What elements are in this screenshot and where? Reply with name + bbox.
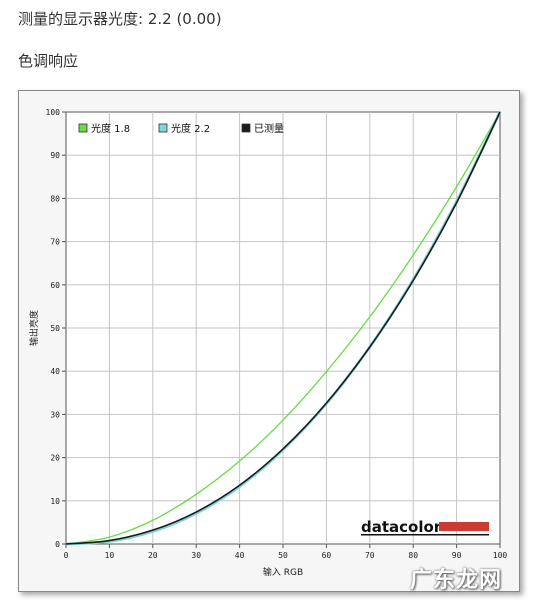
tone-response-chart: 0 10 20 30 40 50 60 70 80 90 100 0 10 20 30 40 50 60 70 80 9… (28, 108, 508, 578)
y-tick-label: 100 (46, 108, 61, 117)
section-title: 色调响应 (18, 52, 79, 70)
y-tick-label: 90 (50, 151, 60, 160)
brand-text: datacolor (361, 518, 442, 536)
y-tick-label: 80 (50, 194, 60, 203)
x-axis-title: 输入 RGB (263, 566, 303, 578)
measured-gamma-label: 测量的显示器光度: 2.2 (0.00) (18, 10, 222, 28)
series-line (65, 111, 501, 545)
y-tick-label: 0 (55, 540, 60, 549)
y-axis-title: 输出亮度 (28, 310, 40, 346)
x-tick-label: 50 (278, 551, 288, 560)
legend-label: 光度 1.8 (91, 122, 130, 135)
legend-label: 已测量 (254, 122, 284, 135)
x-tick-label: 80 (408, 551, 418, 560)
y-tick-label: 30 (50, 410, 60, 419)
legend: 光度 1.8 光度 2.2 已测量 (78, 122, 284, 135)
legend-swatch (78, 123, 88, 133)
x-tick-label: 30 (191, 551, 201, 560)
x-tick-label: 100 (493, 551, 508, 560)
series-lines (65, 111, 502, 546)
chart-frame: 0 10 20 30 40 50 60 70 80 90 100 0 10 20 30 40 50 60 70 80 9… (18, 90, 520, 592)
legend-swatch (241, 123, 251, 133)
y-tick-label: 10 (50, 497, 60, 506)
x-tick-label: 70 (365, 551, 375, 560)
brand-bar (439, 522, 489, 531)
x-tick-label: 40 (235, 551, 245, 560)
tick-labels: 0 10 20 30 40 50 60 70 80 90 100 0 10 20 30 40 50 60 70 80 9… (46, 108, 508, 560)
y-tick-label: 40 (50, 367, 60, 376)
y-tick-label: 20 (50, 454, 60, 463)
brand-underline (361, 534, 489, 536)
legend-swatch (158, 123, 168, 133)
x-tick-label: 90 (452, 551, 462, 560)
x-tick-label: 60 (322, 551, 332, 560)
grid-lines (66, 112, 500, 544)
watermark: 广东龙网 (410, 568, 503, 593)
x-tick-label: 20 (148, 551, 158, 560)
datacolor-logo: datacolor (361, 518, 489, 536)
y-tick-label: 60 (50, 281, 60, 290)
y-tick-label: 70 (50, 238, 60, 247)
legend-label: 光度 2.2 (171, 122, 210, 135)
y-tick-label: 50 (50, 324, 60, 333)
x-tick-label: 10 (105, 551, 115, 560)
x-tick-label: 0 (64, 551, 69, 560)
series-line (65, 111, 501, 545)
